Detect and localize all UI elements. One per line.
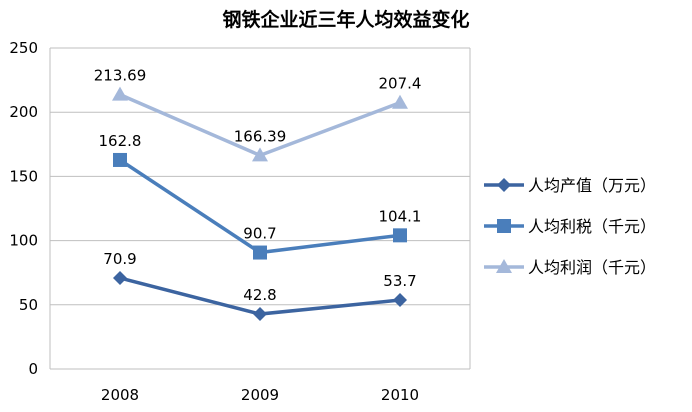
data-label: 42.8 xyxy=(243,286,276,304)
diamond-marker xyxy=(113,270,127,285)
y-tick-label: 0 xyxy=(28,360,38,378)
y-tick-label: 200 xyxy=(9,103,38,121)
legend-label: 人均产值（万元） xyxy=(528,176,656,195)
triangle-marker xyxy=(112,86,128,101)
y-tick-label: 100 xyxy=(9,232,38,250)
data-label: 166.39 xyxy=(234,127,287,145)
legend-square-icon xyxy=(497,219,511,233)
data-label: 90.7 xyxy=(243,225,276,243)
series-3: 213.69 166.39 207.4 xyxy=(94,67,422,162)
legend-item: 人均利税（千元） xyxy=(484,217,656,236)
diamond-marker xyxy=(253,307,267,322)
legend-item: 人均产值（万元） xyxy=(484,176,656,195)
diamond-marker xyxy=(393,293,407,308)
y-tick-label: 250 xyxy=(9,39,38,57)
data-label: 70.9 xyxy=(103,250,136,268)
square-marker xyxy=(393,228,407,243)
series-2: 162.8 90.7 104.1 xyxy=(99,132,422,260)
x-tick-label: 2010 xyxy=(381,386,419,404)
y-tick-label: 50 xyxy=(19,296,38,314)
data-label: 104.1 xyxy=(379,207,422,225)
legend-label: 人均利润（千元） xyxy=(528,258,656,277)
legend-item: 人均利润（千元） xyxy=(484,258,656,277)
chart-title: 钢铁企业近三年人均效益变化 xyxy=(222,8,469,31)
y-tick-label: 150 xyxy=(9,167,38,185)
legend-triangle-icon xyxy=(496,259,512,273)
data-label: 213.69 xyxy=(94,67,147,85)
x-tick-label: 2009 xyxy=(241,386,279,404)
data-label: 162.8 xyxy=(99,132,142,150)
series-1: 70.9 42.8 53.7 xyxy=(103,250,417,322)
square-marker xyxy=(253,245,267,260)
x-tick-label: 2008 xyxy=(101,386,139,404)
square-marker xyxy=(113,152,127,167)
legend-label: 人均利税（千元） xyxy=(528,217,656,236)
triangle-marker xyxy=(392,94,408,109)
triangle-marker xyxy=(252,147,268,162)
data-label: 53.7 xyxy=(383,272,416,290)
legend-diamond-icon xyxy=(497,178,511,192)
data-label: 207.4 xyxy=(379,75,422,93)
series-line xyxy=(119,93,401,158)
